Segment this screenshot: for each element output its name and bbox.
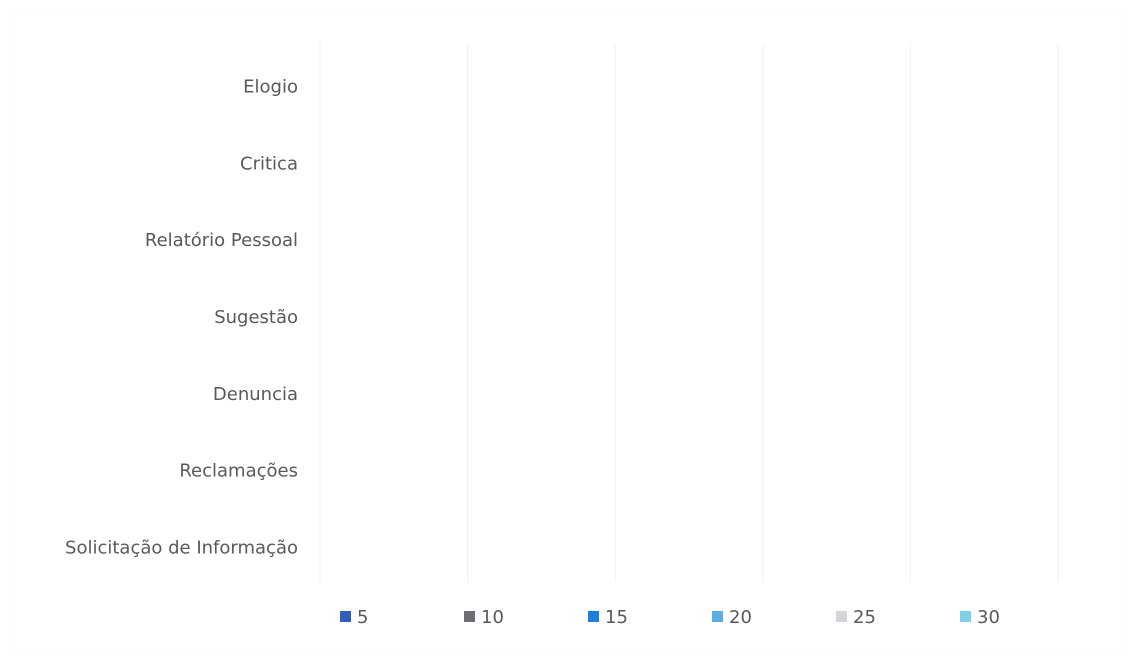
legend-swatch [712, 611, 723, 622]
legend: 5 10 15 20 25 30 [340, 607, 1000, 628]
legend-swatch [836, 611, 847, 622]
legend-label: 10 [481, 607, 504, 628]
gridlines [319, 44, 1059, 582]
legend-swatch [588, 611, 599, 622]
category-label: Sugestão [214, 307, 298, 328]
category-label: Reclamações [179, 461, 298, 482]
legend-label: 25 [853, 607, 876, 628]
category-label: Denuncia [213, 384, 298, 405]
category-label: Relatório Pessoal [145, 230, 298, 251]
legend-item: 25 [836, 607, 876, 628]
legend-item: 30 [960, 607, 1000, 628]
legend-item: 5 [340, 607, 368, 628]
category-label: Solicitação de Informação [65, 538, 298, 559]
legend-item: 10 [464, 607, 504, 628]
legend-label: 20 [729, 607, 752, 628]
legend-item: 15 [588, 607, 628, 628]
category-label: Critica [240, 153, 298, 174]
legend-swatch [464, 611, 475, 622]
category-label: Elogio [243, 76, 298, 97]
legend-label: 5 [357, 607, 368, 628]
legend-item: 20 [712, 607, 752, 628]
legend-swatch [960, 611, 971, 622]
legend-label: 30 [977, 607, 1000, 628]
category-labels: Elogio Critica Relatório Pessoal Sugestão De… [65, 76, 298, 558]
legend-label: 15 [605, 607, 628, 628]
chart-frame [12, 10, 1120, 654]
legend-swatch [340, 611, 351, 622]
